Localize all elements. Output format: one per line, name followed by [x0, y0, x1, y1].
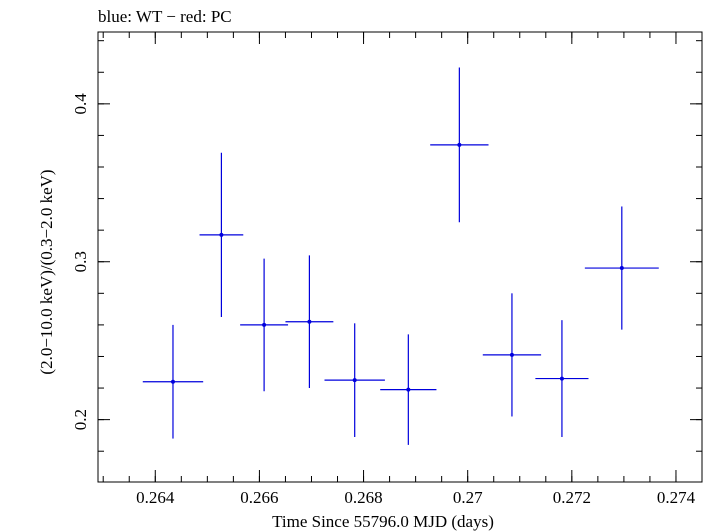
data-marker — [457, 142, 462, 147]
data-marker — [509, 352, 514, 357]
data-marker — [170, 379, 175, 384]
data-point — [199, 152, 244, 317]
y-tick-label: 0.3 — [71, 251, 90, 272]
data-marker — [619, 266, 624, 271]
data-point — [430, 67, 489, 223]
x-tick-labels: 0.264 0.266 0.268 0.27 0.272 0.274 — [136, 488, 695, 507]
y-tick-labels: 0.2 0.3 0.4 — [71, 93, 90, 431]
data-point — [142, 324, 204, 439]
data-marker — [219, 232, 224, 237]
data-point — [535, 320, 589, 437]
x-tick-label: 0.268 — [344, 488, 382, 507]
plot-frame — [97, 31, 703, 483]
data-points — [142, 67, 659, 445]
data-marker — [262, 322, 267, 327]
y-tick-label: 0.2 — [71, 409, 90, 430]
data-marker — [406, 387, 411, 392]
data-point — [240, 258, 289, 392]
x-axis-label: Time Since 55796.0 MJD (days) — [272, 512, 494, 531]
data-point — [324, 323, 385, 437]
chart-title: blue: WT − red: PC — [98, 7, 232, 26]
x-tick-label: 0.272 — [553, 488, 591, 507]
x-tick-label: 0.264 — [136, 488, 175, 507]
axis-ticks — [98, 32, 703, 482]
data-point — [482, 293, 542, 417]
data-point — [380, 334, 437, 445]
x-tick-label: 0.274 — [657, 488, 696, 507]
data-marker — [307, 319, 312, 324]
x-tick-label: 0.266 — [240, 488, 278, 507]
data-marker — [559, 376, 564, 381]
x-tick-label: 0.27 — [453, 488, 483, 507]
data-marker — [352, 378, 357, 383]
data-point — [584, 206, 659, 330]
y-tick-label: 0.4 — [71, 93, 90, 115]
data-point — [285, 255, 334, 389]
y-axis-label: (2.0−10.0 keV)/(0.3−2.0 keV) — [37, 169, 56, 374]
